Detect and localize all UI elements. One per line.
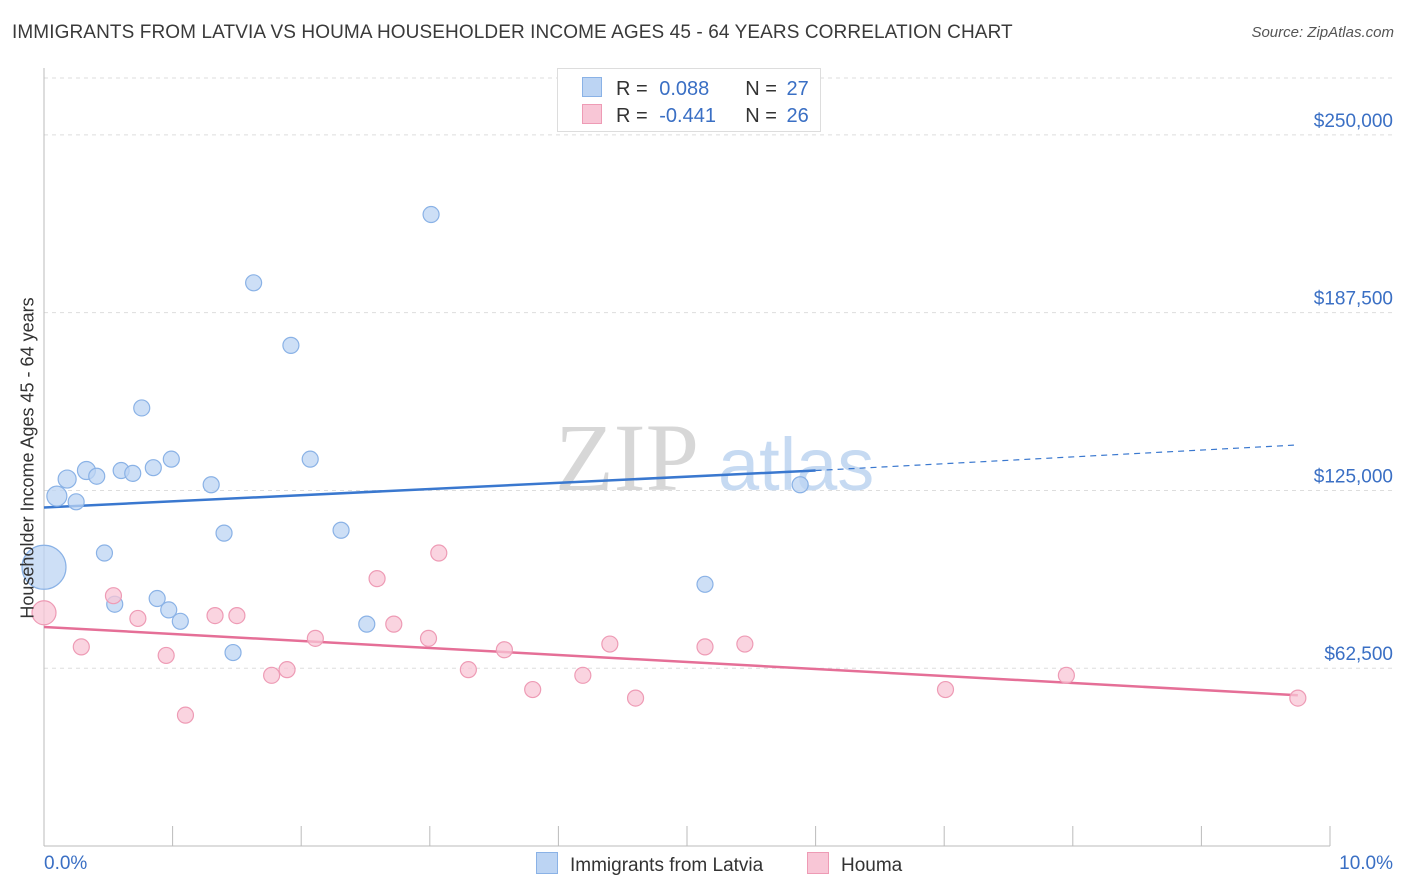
trend-lines bbox=[43, 444, 1298, 697]
y-tick-label: $62,500 bbox=[1324, 644, 1393, 665]
point-latvia bbox=[791, 476, 809, 494]
point-latvia bbox=[696, 575, 714, 593]
watermark-atlas: atlas bbox=[718, 423, 874, 506]
point-houma bbox=[574, 666, 592, 684]
point-latvia bbox=[162, 450, 180, 468]
point-latvia bbox=[21, 544, 67, 590]
legend-swatch-latvia bbox=[582, 77, 602, 97]
point-latvia bbox=[148, 589, 166, 608]
point-houma bbox=[736, 635, 754, 653]
point-houma bbox=[696, 638, 714, 656]
trend-line-latvia bbox=[43, 469, 816, 509]
point-houma bbox=[1057, 666, 1075, 684]
point-latvia bbox=[358, 615, 376, 633]
point-latvia bbox=[224, 643, 242, 662]
point-latvia bbox=[301, 450, 319, 468]
legend-swatch-houma bbox=[582, 104, 602, 124]
point-houma bbox=[157, 646, 175, 665]
point-houma bbox=[459, 661, 477, 679]
x-tick-label: 0.0% bbox=[44, 853, 87, 874]
point-houma bbox=[495, 641, 513, 659]
watermark: ZIP atlas bbox=[555, 404, 874, 511]
point-latvia bbox=[202, 476, 220, 494]
point-houma bbox=[228, 606, 246, 625]
point-houma bbox=[306, 629, 324, 647]
point-latvia bbox=[67, 493, 85, 511]
watermark-zip: ZIP bbox=[555, 404, 699, 511]
y-tick-label: $125,000 bbox=[1314, 466, 1393, 487]
legend-n-label: N = bbox=[745, 105, 777, 127]
data-points bbox=[21, 205, 1307, 724]
legend-item-latvia: Immigrants from Latvia bbox=[536, 852, 763, 877]
point-latvia bbox=[88, 467, 106, 485]
point-houma bbox=[626, 689, 645, 707]
legend-swatch-latvia bbox=[536, 852, 558, 874]
legend-r-value: -0.441 bbox=[659, 105, 716, 127]
point-houma bbox=[419, 629, 438, 647]
point-houma bbox=[430, 544, 448, 562]
correlation-legend: R = 0.088 N = 27 R = -0.441 N = 26 bbox=[557, 68, 821, 132]
point-latvia bbox=[95, 544, 114, 562]
point-latvia bbox=[160, 601, 178, 619]
source-label: Source: ZipAtlas.com bbox=[1251, 24, 1394, 41]
point-latvia bbox=[332, 521, 350, 539]
y-tick-label: $187,500 bbox=[1314, 289, 1393, 310]
x-tick-label: 10.0% bbox=[1339, 853, 1393, 874]
point-latvia bbox=[171, 612, 189, 630]
grid-lines bbox=[44, 77, 1395, 669]
legend-swatch-houma bbox=[807, 852, 829, 874]
point-houma bbox=[524, 680, 542, 699]
chart-title: IMMIGRANTS FROM LATVIA VS HOUMA HOUSEHOL… bbox=[12, 22, 1013, 43]
point-latvia bbox=[144, 459, 162, 477]
point-latvia bbox=[422, 205, 440, 224]
legend-label-houma: Houma bbox=[841, 855, 903, 876]
legend-r-value: 0.088 bbox=[659, 78, 710, 100]
legend-label-latvia: Immigrants from Latvia bbox=[570, 855, 764, 876]
y-axis-title: Householder Income Ages 45 - 64 years bbox=[17, 297, 38, 619]
trend-line-houma bbox=[43, 625, 1298, 697]
point-houma bbox=[368, 570, 386, 588]
y-tick-label: $250,000 bbox=[1314, 111, 1393, 132]
legend-r-label: R = bbox=[616, 105, 648, 127]
point-houma bbox=[104, 587, 123, 605]
legend-n-value: 27 bbox=[786, 78, 809, 100]
point-latvia bbox=[215, 524, 233, 542]
point-houma bbox=[936, 680, 955, 699]
point-houma bbox=[263, 666, 281, 684]
x-tick-labels: 0.0% 10.0% bbox=[44, 853, 1393, 874]
point-houma bbox=[385, 615, 403, 633]
point-latvia bbox=[245, 274, 263, 292]
point-houma bbox=[176, 706, 195, 724]
point-houma bbox=[1289, 689, 1307, 707]
legend-r-label: R = bbox=[616, 78, 648, 100]
point-latvia bbox=[282, 336, 300, 354]
point-latvia bbox=[46, 485, 68, 507]
point-houma bbox=[31, 600, 57, 626]
point-houma bbox=[72, 638, 90, 656]
point-houma bbox=[278, 661, 296, 679]
axes bbox=[43, 68, 1331, 847]
legend-row-latvia: R = 0.088 N = 27 bbox=[582, 77, 809, 101]
point-houma bbox=[601, 635, 619, 653]
point-houma bbox=[129, 609, 147, 628]
point-latvia bbox=[133, 399, 151, 417]
point-houma bbox=[206, 606, 224, 625]
point-latvia bbox=[57, 469, 77, 489]
legend-n-value: 26 bbox=[786, 105, 809, 127]
trend-line-latvia-extension bbox=[815, 444, 1298, 472]
legend-row-houma: R = -0.441 N = 26 bbox=[582, 104, 809, 128]
legend-n-label: N = bbox=[745, 78, 777, 100]
y-tick-labels: $62,500 $125,000 $187,500 $250,000 bbox=[1314, 111, 1393, 665]
point-latvia bbox=[124, 464, 142, 482]
legend-item-houma: Houma bbox=[807, 852, 902, 877]
